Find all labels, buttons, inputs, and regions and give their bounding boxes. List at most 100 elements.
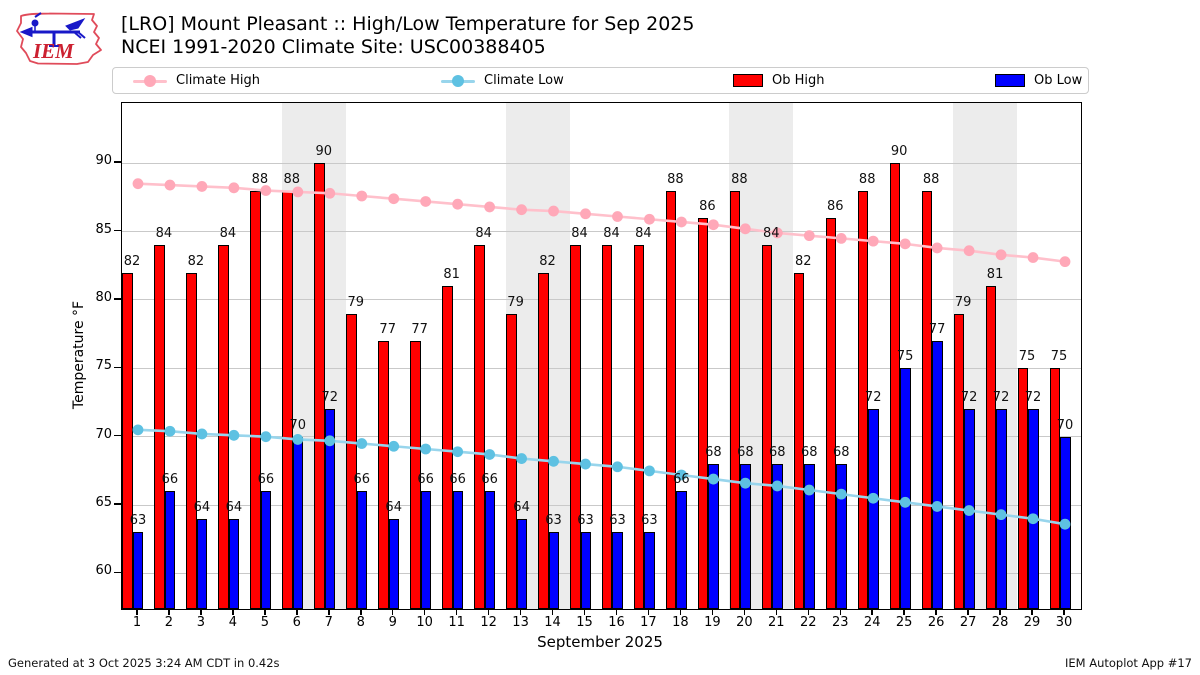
x-tick-label: 5 xyxy=(260,615,269,630)
x-tick-label: 13 xyxy=(512,615,529,630)
legend: Climate High Climate Low Ob High Ob Low xyxy=(112,67,1089,94)
ob-low-value-label: 75 xyxy=(896,349,914,365)
climate-low-marker xyxy=(963,505,975,516)
ob-high-bar xyxy=(793,272,805,609)
ob-low-bar xyxy=(548,532,560,609)
climate-low-marker xyxy=(612,461,623,473)
climate-high-marker xyxy=(292,186,304,198)
climate-high-marker xyxy=(132,178,144,190)
x-tick-mark xyxy=(807,609,810,615)
climate-low-marker xyxy=(292,434,304,445)
climate-high-marker xyxy=(1059,256,1071,268)
climate-low-marker xyxy=(803,484,815,496)
ob-high-bar xyxy=(1017,368,1029,609)
climate-low-marker xyxy=(644,465,655,477)
ob-low-value-label: 63 xyxy=(129,513,147,529)
climate-high-marker xyxy=(803,230,815,242)
x-tick-mark xyxy=(328,609,330,615)
ob-low-bar xyxy=(836,464,847,609)
ob-high-bar xyxy=(186,272,197,609)
x-tick-mark xyxy=(711,609,714,615)
ob-high-bar xyxy=(154,245,165,609)
gridline xyxy=(122,436,1081,438)
ob-low-value-label: 64 xyxy=(193,499,211,515)
ob-low-bar xyxy=(708,464,719,609)
x-tick-label: 30 xyxy=(1055,615,1073,630)
ob-low-value-label: 64 xyxy=(513,499,530,515)
gridline xyxy=(122,367,1081,369)
x-tick-mark xyxy=(200,609,202,615)
ob-low-bar xyxy=(996,409,1007,609)
gridline xyxy=(122,162,1081,164)
ob-high-value-label: 82 xyxy=(795,253,812,269)
climate-high-marker xyxy=(771,227,783,239)
y-tick-label: 60 xyxy=(95,563,112,579)
ob-high-bar-swatch xyxy=(733,74,763,87)
title-block: [LRO] Mount Pleasant :: High/Low Tempera… xyxy=(121,13,694,59)
legend-item-ob-low: Ob Low xyxy=(995,68,1082,93)
ob-low-bar xyxy=(132,532,144,609)
ob-low-value-label: 66 xyxy=(673,472,690,488)
ob-high-value-label: 75 xyxy=(1018,349,1036,365)
climate-low-line-swatch xyxy=(441,74,475,87)
ob-high-value-label: 84 xyxy=(219,226,237,242)
ob-high-value-label: 79 xyxy=(507,294,524,310)
x-tick-mark xyxy=(391,609,394,615)
climate-low-marker xyxy=(388,440,400,452)
ob-low-bar xyxy=(196,518,208,609)
ob-high-bar xyxy=(410,340,421,609)
y-tick-mark xyxy=(114,229,121,232)
climate-low-marker xyxy=(899,496,911,508)
ob-low-value-label: 63 xyxy=(577,513,594,529)
climate-high-marker xyxy=(963,245,975,257)
ob-low-bar xyxy=(772,464,783,609)
x-tick-mark xyxy=(455,609,458,615)
legend-label: Climate High xyxy=(176,73,261,88)
ob-high-value-label: 86 xyxy=(699,198,716,214)
climate-lines-layer xyxy=(132,178,1071,530)
climate-low-marker xyxy=(676,469,687,481)
ob-high-bar xyxy=(825,217,837,609)
ob-high-value-label: 88 xyxy=(283,171,301,187)
climate-high-marker xyxy=(228,182,240,194)
x-tick-mark xyxy=(871,609,873,615)
x-tick-mark xyxy=(1031,609,1033,615)
climate-high-marker xyxy=(931,242,943,254)
climate-low-marker xyxy=(420,443,432,455)
x-tick-label: 3 xyxy=(196,615,206,630)
footer-generated-at: Generated at 3 Oct 2025 3:24 AM CDT in 0… xyxy=(8,656,280,670)
ob-high-bar xyxy=(442,286,453,609)
ob-high-value-label: 84 xyxy=(475,226,492,242)
x-tick-mark xyxy=(935,609,937,615)
legend-item-climate-high: Climate High xyxy=(133,68,260,93)
climate-high-marker xyxy=(707,219,719,231)
ob-low-bar xyxy=(484,491,496,609)
climate-high-marker xyxy=(612,211,623,222)
ob-low-bar xyxy=(1028,409,1039,609)
x-tick-label: 1 xyxy=(132,615,142,630)
climate-low-marker xyxy=(516,453,527,464)
ob-low-value-label: 70 xyxy=(1056,417,1074,433)
x-tick-mark xyxy=(999,609,1001,615)
gridline xyxy=(122,504,1081,506)
ob-high-bar xyxy=(218,245,229,609)
ob-low-value-label: 68 xyxy=(737,445,754,461)
ob-high-bar xyxy=(314,163,325,609)
y-tick-mark xyxy=(114,434,121,437)
ob-high-bar xyxy=(953,313,965,609)
x-tick-label: 22 xyxy=(800,615,817,630)
x-tick-label: 14 xyxy=(544,615,561,630)
ob-low-bar xyxy=(228,518,240,609)
ob-low-value-label: 68 xyxy=(705,445,722,461)
ob-high-value-label: 84 xyxy=(603,226,620,242)
x-tick-label: 7 xyxy=(324,615,333,630)
ob-high-bar xyxy=(250,190,261,609)
y-tick-mark xyxy=(114,161,121,163)
x-tick-label: 10 xyxy=(416,615,433,630)
x-tick-label: 9 xyxy=(388,615,397,630)
ob-low-value-label: 68 xyxy=(769,445,786,461)
ob-high-value-label: 90 xyxy=(315,144,333,160)
ob-low-value-label: 66 xyxy=(257,472,275,488)
climate-low-marker xyxy=(452,446,464,458)
x-tick-mark xyxy=(615,609,618,615)
